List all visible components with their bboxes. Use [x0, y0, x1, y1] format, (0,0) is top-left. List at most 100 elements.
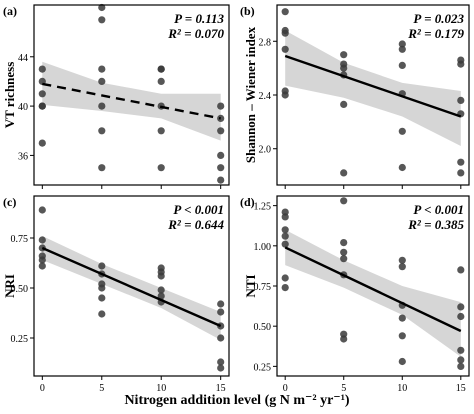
data-point [157, 292, 165, 300]
data-point [457, 266, 465, 274]
panel-d: 0.25 0.50 0.75 1.00 1.25 0 5 10 15 (d) NTI P < 0.00… [240, 195, 470, 394]
data-point [340, 197, 348, 205]
data-point [281, 284, 289, 292]
data-point [457, 346, 465, 354]
data-point [217, 176, 225, 184]
x-tick-label: 0 [40, 383, 45, 394]
panel-label: (b) [240, 4, 255, 18]
r-squared-text: R² = 0.070 [167, 26, 224, 41]
data-point [217, 102, 225, 110]
y-tick-label: 40 [18, 102, 28, 113]
data-point [281, 274, 289, 282]
panel-label: (c) [3, 195, 16, 209]
confidence-band [285, 229, 461, 357]
data-point [340, 64, 348, 72]
data-point [98, 3, 106, 12]
data-point [398, 263, 406, 271]
data-point [38, 139, 46, 147]
x-tick-label: 15 [216, 383, 226, 394]
data-point [38, 236, 46, 244]
data-point [281, 240, 289, 248]
r-squared-text: R² = 0.644 [167, 217, 224, 232]
y-axis-title: Shannon – Wiener index [243, 26, 258, 163]
data-point [38, 90, 46, 98]
data-point [398, 40, 406, 48]
y-tick-label: 36 [18, 151, 28, 162]
data-point [157, 65, 165, 73]
data-point [217, 308, 225, 316]
data-point [98, 284, 106, 292]
data-point [457, 362, 465, 370]
data-point [340, 239, 348, 247]
data-point [217, 358, 225, 366]
data-point [281, 226, 289, 234]
data-point [98, 164, 106, 172]
data-point [217, 164, 225, 172]
data-point [457, 312, 465, 321]
y-tick-label: 0.25 [11, 334, 29, 345]
data-point [38, 65, 46, 73]
data-point [398, 127, 406, 135]
data-point [217, 364, 225, 372]
data-point [217, 127, 225, 135]
r-squared-text: R² = 0.179 [407, 26, 464, 41]
data-point [157, 286, 165, 294]
data-point [457, 303, 465, 311]
data-point [457, 96, 465, 104]
p-value-text: P < 0.001 [413, 202, 464, 217]
data-point [398, 61, 406, 69]
panel-label: (a) [3, 4, 17, 18]
data-point [340, 248, 348, 256]
data-point [38, 102, 46, 110]
regression-line [284, 54, 462, 118]
y-axis-title: NRI [2, 274, 17, 298]
panel-b: 2.0 2.4 2.8 (b) Shannon – Wiener index P = 0.… [240, 4, 470, 189]
data-point [217, 334, 225, 342]
data-point [98, 65, 106, 73]
y-tick-label: 2.0 [259, 145, 272, 156]
data-point [38, 256, 46, 264]
data-point [457, 60, 465, 68]
p-value-text: P = 0.023 [413, 11, 464, 26]
data-point [38, 206, 46, 214]
x-tick-label: 5 [341, 383, 346, 394]
x-tick-label: 10 [156, 383, 166, 394]
data-point [98, 294, 106, 302]
data-point [340, 51, 348, 59]
regression-line [284, 246, 462, 333]
data-point [398, 45, 406, 53]
x-tick-label: 15 [456, 383, 466, 394]
data-point [457, 356, 465, 364]
x-axis-title: Nitrogen addition level (g N m⁻² yr⁻¹) [124, 393, 350, 408]
x-tick-label: 10 [397, 383, 407, 394]
panel-frame [33, 195, 230, 377]
data-point [98, 102, 106, 110]
data-point [281, 8, 289, 16]
data-point [340, 335, 348, 343]
x-tick-label: 5 [99, 383, 104, 394]
y-tick-label: 0.50 [254, 322, 272, 333]
panel-label: (d) [240, 195, 255, 209]
data-point [457, 169, 465, 177]
data-point [340, 100, 348, 108]
data-point [157, 272, 165, 280]
data-point [457, 158, 465, 166]
data-point [98, 16, 106, 24]
y-tick-label: 0.50 [11, 284, 29, 295]
p-value-text: P = 0.113 [174, 11, 224, 26]
r-squared-text: R² = 0.385 [407, 217, 464, 232]
y-tick-label: 0.25 [254, 362, 272, 373]
data-point [217, 300, 225, 308]
data-point [398, 332, 406, 340]
y-axis-title: VT richness [2, 62, 17, 129]
y-tick-label: 2.8 [259, 37, 272, 48]
p-value-text: P < 0.001 [173, 202, 224, 217]
data-point [281, 91, 289, 99]
data-point [217, 114, 225, 122]
data-point [340, 255, 348, 263]
y-tick-label: 2.4 [259, 91, 272, 102]
regression-line [42, 82, 221, 120]
